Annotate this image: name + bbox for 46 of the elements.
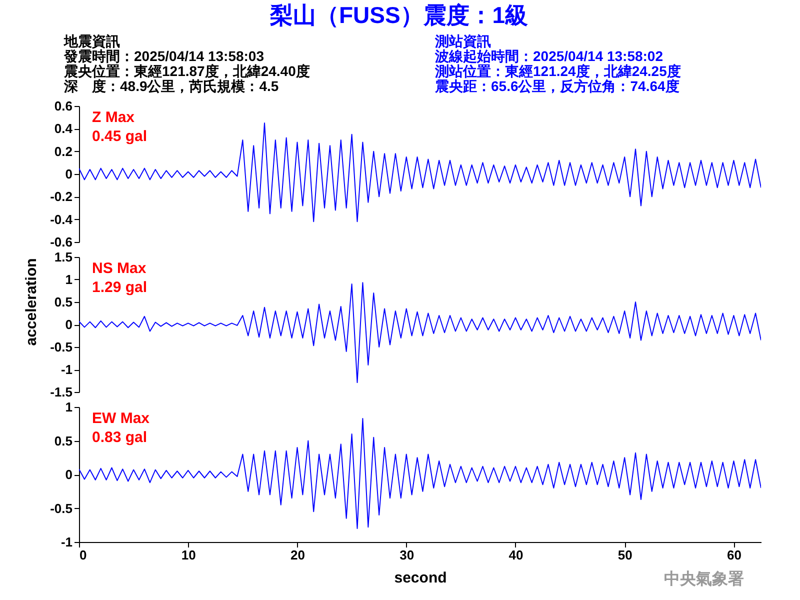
y-tick-label: -0.4 (50, 212, 74, 227)
x-axis-title: second (394, 570, 447, 586)
annotation: Z Max (92, 109, 136, 126)
y-tick-label: -0.6 (50, 234, 72, 250)
y-tick-label: -0.5 (50, 340, 72, 354)
y-tick-label: 0.2 (54, 144, 72, 159)
x-tick-label: 50 (618, 548, 632, 562)
annotation: 0.83 gal (92, 429, 148, 446)
y-axis-title: acceleration (23, 258, 40, 346)
text: 深 度：48.9公里，芮氏規模：4.5 (63, 78, 279, 94)
text: 震央距：65.6公里，反方位角：74.64度 (434, 78, 680, 94)
text: 震央位置：東經121.87度，北緯24.40度 (63, 63, 310, 79)
x-tick-label: 40 (508, 548, 524, 562)
text: 波線起始時間：2025/04/14 13:58:02 (434, 48, 664, 64)
text: 測站資訊 (434, 33, 491, 49)
x-tick-label: 20 (290, 548, 305, 562)
y-tick-label: 1 (65, 272, 72, 287)
y-tick-label: 0 (65, 166, 72, 182)
text: 發震時間：2025/04/14 13:58:03 (63, 48, 264, 64)
y-tick-label: -1.5 (50, 384, 72, 400)
y-tick-label: 0.6 (54, 98, 72, 114)
y-tick-label: 0.5 (54, 433, 72, 448)
y-tick-label: 0.5 (54, 294, 72, 310)
text: 地震資訊 (63, 33, 120, 49)
line-series (79, 282, 761, 384)
y-tick-label: -1 (60, 534, 72, 550)
x-tick-label: 60 (726, 548, 742, 562)
annotation: NS Max (92, 260, 147, 277)
text: 測站位置：東經121.24度，北緯24.25度 (434, 63, 681, 79)
y-tick-label: -0.2 (50, 189, 72, 204)
y-tick-label: 1.5 (54, 250, 72, 264)
y-tick-label: 0 (65, 467, 72, 482)
annotation: EW Max (92, 410, 150, 427)
chart-title: 梨山（FUSS）震度：1級 (268, 2, 528, 28)
x-tick-label: 30 (400, 548, 414, 562)
y-tick-label: 1 (65, 400, 72, 414)
y-tick-label: -0.5 (50, 500, 72, 516)
y-tick-label: 0 (65, 317, 72, 332)
annotation: 1.29 gal (92, 279, 148, 296)
y-tick-label: 0.4 (54, 121, 74, 136)
text: 中央氣象署 (664, 570, 744, 588)
y-tick-label: -1 (60, 362, 72, 377)
annotation: 0.45 gal (92, 128, 148, 145)
x-tick-label: 10 (181, 548, 196, 562)
x-tick-label: 0 (80, 548, 87, 562)
line-series (79, 122, 761, 222)
